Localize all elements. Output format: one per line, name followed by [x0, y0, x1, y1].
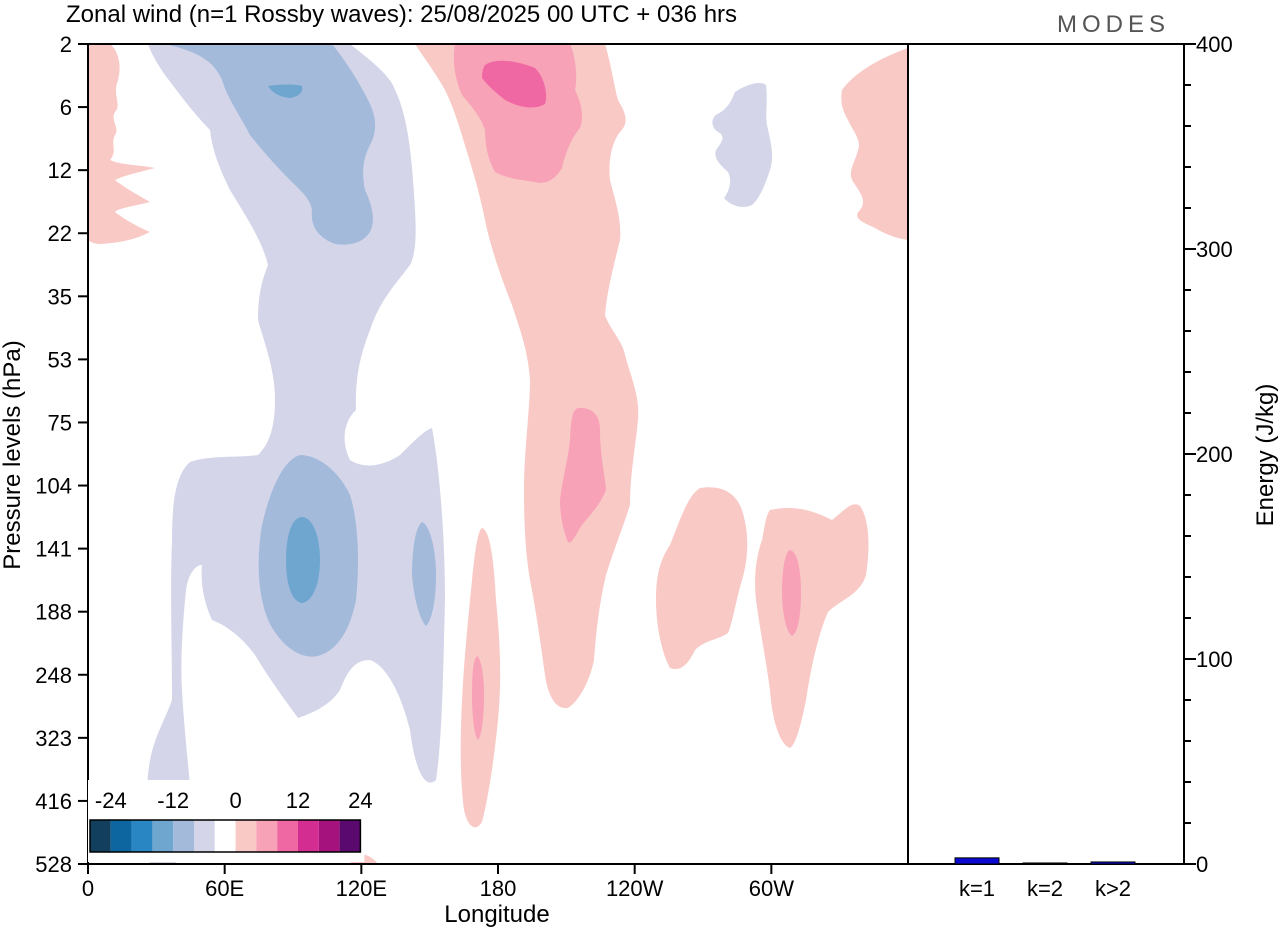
y-axis-title: Pressure levels (hPa) — [0, 340, 26, 569]
energy-bar — [954, 857, 1000, 865]
modes-logo: MODES — [1057, 11, 1170, 38]
colorbar-label: 24 — [348, 788, 372, 813]
colorbar-label: -12 — [157, 788, 189, 813]
contour-pos-mid-far-right — [782, 550, 801, 636]
y-tick-label: 35 — [48, 284, 72, 309]
contour-neg-strong-top — [268, 84, 303, 98]
energy-axis-title: Energy (J/kg) — [1252, 384, 1279, 527]
colorbar-swatch — [90, 820, 111, 852]
colorbar-swatch — [318, 820, 340, 852]
y-tick-label: 75 — [48, 410, 72, 435]
y-tick-label: 6 — [60, 95, 72, 120]
y-tick-label: 53 — [48, 347, 72, 372]
colorbar-frame — [89, 819, 362, 853]
colorbar-label: 12 — [286, 788, 310, 813]
energy-category-label: k>2 — [1095, 876, 1131, 901]
x-tick-label: 60E — [205, 876, 244, 901]
contour-neg-light-small — [712, 82, 773, 208]
colorbar-swatch — [110, 820, 132, 852]
colorbar-swatch — [339, 820, 361, 852]
contour-pos-strong-top — [482, 60, 547, 108]
contour-neg-mid-right — [412, 522, 436, 626]
y-tick-label: 188 — [35, 600, 72, 625]
contour-pos-light-top-right — [841, 44, 908, 240]
contour-neg-mid-upper — [165, 44, 376, 245]
colorbar-swatch — [214, 820, 236, 852]
x-tick-label: 60W — [749, 876, 794, 901]
colorbar: -24 -12 0 12 24 — [88, 780, 373, 862]
energy-tick-label: 200 — [1196, 442, 1233, 467]
energy-bar — [1022, 862, 1068, 865]
y-tick-label: 104 — [35, 474, 72, 499]
energy-category-label: k=2 — [1027, 876, 1063, 901]
contour-pos-light-far-right — [755, 504, 869, 748]
x-tick-label: 180 — [480, 876, 517, 901]
energy-bars: k=1 k=2 k>2 — [954, 857, 1136, 901]
pressure-axis: 2 6 12 22 35 53 75 104 141 188 248 323 416 528 — [35, 32, 88, 877]
colorbar-swatch — [173, 820, 194, 852]
energy-tick-label: 0 — [1196, 852, 1208, 877]
contour-pos-light-mid-right — [656, 487, 748, 670]
colorbar-swatch — [194, 820, 215, 852]
energy-category-label: k=1 — [959, 876, 995, 901]
longitude-axis: 0 60E 120E 180 120W 60W — [82, 864, 794, 901]
colorbar-swatch — [256, 820, 278, 852]
x-tick-label: 120E — [336, 876, 387, 901]
y-tick-label: 141 — [35, 537, 72, 562]
contour-field — [88, 44, 908, 864]
colorbar-swatch — [152, 820, 174, 852]
colorbar-swatch — [131, 820, 153, 852]
energy-tick-label: 100 — [1196, 647, 1233, 672]
y-tick-label: 248 — [35, 663, 72, 688]
colorbar-swatch — [298, 820, 319, 852]
y-tick-label: 2 — [60, 32, 72, 57]
y-tick-label: 12 — [48, 158, 72, 183]
x-tick-label: 120W — [606, 876, 664, 901]
y-tick-label: 22 — [48, 221, 72, 246]
colorbar-swatch — [235, 820, 257, 852]
y-tick-label: 416 — [35, 789, 72, 814]
contour-neg-light-main — [146, 44, 445, 864]
y-tick-label: 528 — [35, 852, 72, 877]
colorbar-swatch — [277, 820, 298, 852]
energy-bar — [1090, 861, 1136, 865]
contour-pos-mid-vertical — [472, 656, 484, 740]
chart-title: Zonal wind (n=1 Rossby waves): 25/08/202… — [66, 1, 737, 28]
y-tick-label: 323 — [35, 726, 72, 751]
contour-pos-light-center — [415, 44, 639, 709]
x-axis-title: Longitude — [444, 901, 549, 928]
contour-neg-strong-core — [286, 517, 320, 603]
energy-tick-label: 400 — [1196, 32, 1233, 57]
energy-tick-label: 300 — [1196, 237, 1233, 262]
colorbar-label: 0 — [229, 788, 241, 813]
contour-pos-light-left — [88, 44, 155, 244]
colorbar-label: -24 — [95, 788, 127, 813]
x-tick-label: 0 — [82, 876, 94, 901]
energy-axis: 0 100 200 300 400 — [1184, 32, 1233, 877]
contour-pos-mid-center — [560, 407, 606, 543]
